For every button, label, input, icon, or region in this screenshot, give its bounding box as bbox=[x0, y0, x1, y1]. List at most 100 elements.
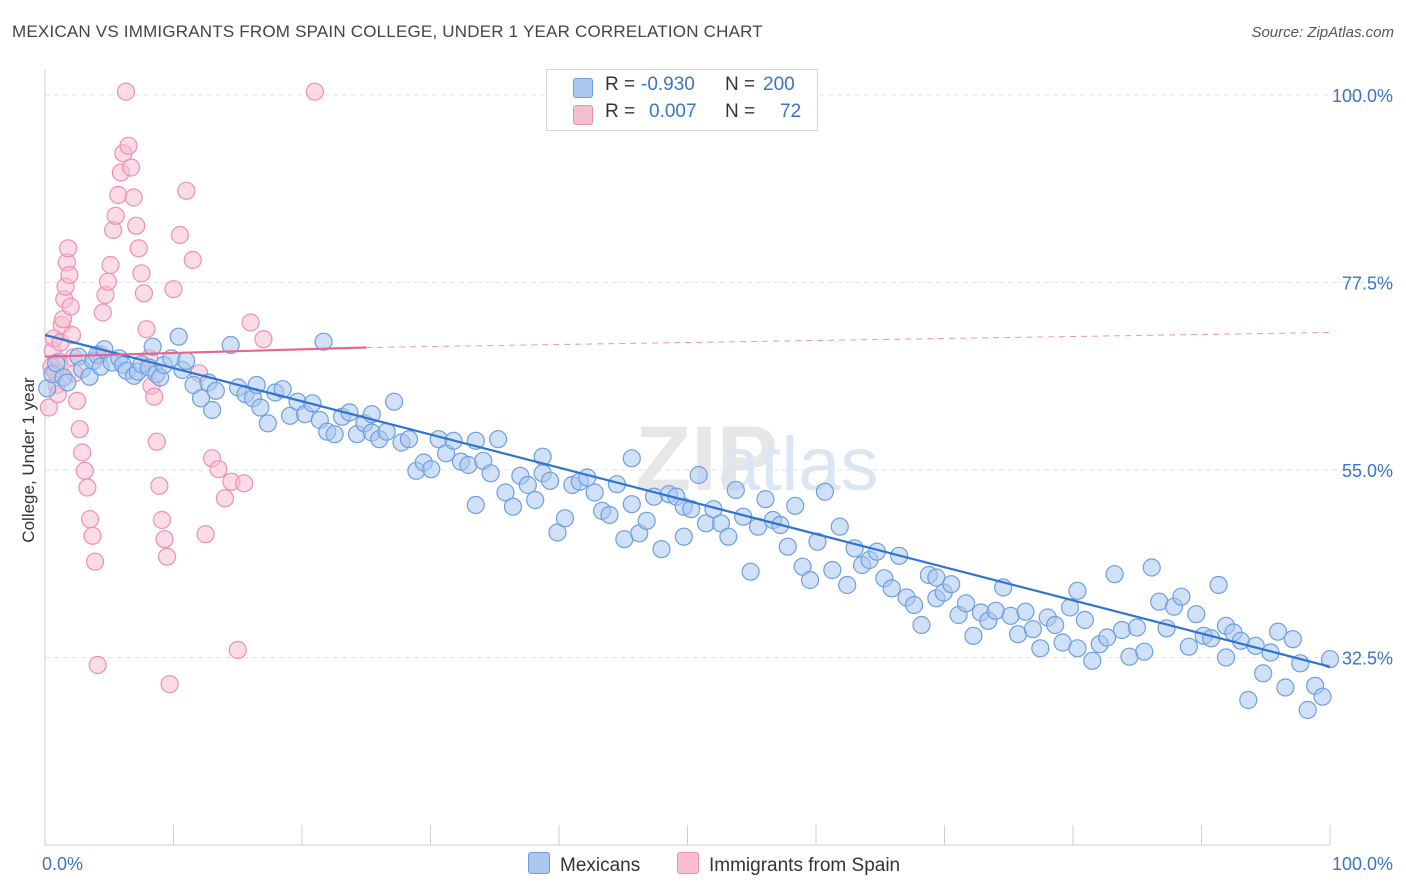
legend-r-value: -0.930 bbox=[641, 74, 695, 95]
legend-n-value: 200 bbox=[763, 74, 795, 95]
data-point-spain bbox=[305, 82, 324, 101]
data-point-spain bbox=[75, 461, 94, 480]
trend-line-spain-extension bbox=[366, 332, 1331, 348]
data-point-mexicans bbox=[1105, 565, 1124, 584]
data-point-spain bbox=[39, 398, 58, 417]
data-point-mexicans bbox=[1112, 620, 1132, 640]
data-point-spain bbox=[83, 526, 102, 545]
data-point-mexicans bbox=[422, 460, 441, 479]
data-point-spain bbox=[60, 265, 79, 285]
data-point-mexicans bbox=[526, 490, 545, 510]
legend-r-value: 0.007 bbox=[649, 101, 697, 122]
data-point-mexicans bbox=[1254, 664, 1273, 683]
watermark-atlas: atlas bbox=[718, 422, 879, 507]
data-point-mexicans bbox=[786, 496, 805, 515]
data-point-spain bbox=[93, 303, 112, 322]
data-point-mexicans bbox=[1075, 610, 1094, 630]
data-point-spain bbox=[215, 489, 234, 508]
data-point-spain bbox=[119, 136, 138, 155]
data-point-mexicans bbox=[823, 560, 842, 580]
data-point-mexicans bbox=[1023, 620, 1042, 639]
data-point-mexicans bbox=[385, 392, 404, 411]
data-point-spain bbox=[235, 474, 254, 493]
data-point-spain bbox=[183, 250, 202, 270]
data-point-spain bbox=[137, 320, 156, 339]
y-axis-label: College, Under 1 year bbox=[19, 377, 38, 543]
data-point-mexicans bbox=[258, 414, 277, 433]
data-point-spain bbox=[160, 675, 179, 694]
data-point-spain bbox=[155, 530, 174, 549]
data-point-mexicans bbox=[314, 332, 333, 351]
data-point-mexicans bbox=[191, 389, 211, 408]
data-point-spain bbox=[116, 82, 136, 101]
data-point-spain bbox=[150, 476, 169, 495]
legend-n-label: N = bbox=[725, 74, 756, 95]
x-tick-label: 0.0% bbox=[42, 854, 83, 874]
data-point-spain bbox=[106, 206, 125, 225]
data-point-mexicans bbox=[652, 540, 671, 559]
data-point-spain bbox=[109, 185, 128, 205]
data-point-mexicans bbox=[58, 373, 77, 392]
data-point-mexicans bbox=[1209, 575, 1228, 595]
data-point-mexicans bbox=[719, 527, 738, 546]
data-point-spain bbox=[157, 547, 177, 566]
data-point-mexicans bbox=[778, 537, 797, 556]
data-point-spain bbox=[59, 239, 78, 258]
legend-r-label: R = bbox=[605, 74, 636, 95]
legend-n-label: N = bbox=[725, 101, 756, 122]
data-point-mexicans bbox=[488, 430, 508, 449]
data-point-spain bbox=[170, 225, 190, 245]
data-point-spain bbox=[132, 264, 151, 283]
data-point-mexicans bbox=[1068, 581, 1087, 600]
data-point-mexicans bbox=[1298, 700, 1317, 720]
trend-lines bbox=[44, 332, 1331, 668]
data-point-mexicans bbox=[756, 490, 775, 509]
data-point-spain bbox=[98, 272, 118, 291]
data-point-mexicans bbox=[466, 495, 485, 515]
data-point-spain bbox=[61, 297, 80, 316]
data-point-mexicans bbox=[399, 430, 419, 449]
data-point-spain bbox=[88, 655, 107, 675]
grid bbox=[45, 94, 1395, 658]
data-point-mexicans bbox=[1320, 650, 1340, 669]
data-point-spain bbox=[228, 640, 247, 660]
legend-swatch-blue bbox=[573, 78, 593, 98]
data-point-mexicans bbox=[1142, 558, 1161, 577]
data-point-mexicans bbox=[1216, 648, 1236, 667]
data-point-spain bbox=[70, 420, 89, 439]
data-point-mexicans bbox=[815, 482, 835, 501]
data-point-mexicans bbox=[1127, 618, 1146, 637]
legend-swatch-pink bbox=[573, 105, 593, 125]
data-point-mexicans bbox=[325, 425, 344, 444]
data-point-mexicans bbox=[585, 483, 604, 502]
data-point-mexicans bbox=[1083, 651, 1102, 670]
data-point-spain bbox=[145, 387, 164, 406]
watermark: ZIP atlas bbox=[635, 408, 879, 510]
data-point-spain bbox=[73, 443, 92, 462]
y-tick-label: 77.5% bbox=[1342, 274, 1393, 294]
data-point-mexicans bbox=[1098, 628, 1117, 647]
bottom-legend-mexicans: Mexicans bbox=[528, 852, 640, 877]
data-point-mexicans bbox=[47, 354, 66, 373]
data-point-spain bbox=[164, 280, 183, 299]
data-point-spain bbox=[241, 313, 260, 332]
data-point-spain bbox=[78, 478, 97, 497]
chart-title: MEXICAN VS IMMIGRANTS FROM SPAIN COLLEGE… bbox=[12, 22, 763, 41]
bottom-legend-swatch-pink bbox=[677, 852, 699, 874]
data-point-mexicans bbox=[942, 575, 961, 594]
data-point-mexicans bbox=[1268, 622, 1288, 641]
data-point-mexicans bbox=[1016, 602, 1035, 621]
data-point-mexicans bbox=[203, 400, 222, 420]
data-point-mexicans bbox=[882, 579, 901, 598]
data-point-spain bbox=[196, 525, 215, 544]
data-point-mexicans bbox=[251, 398, 270, 417]
y-tick-label: 32.5% bbox=[1342, 649, 1393, 669]
data-point-spain bbox=[134, 284, 154, 303]
data-point-mexicans bbox=[1283, 630, 1302, 649]
data-point-mexicans bbox=[956, 594, 976, 613]
data-point-mexicans bbox=[555, 509, 575, 528]
data-point-mexicans bbox=[1276, 678, 1295, 697]
data-point-mexicans bbox=[548, 523, 567, 542]
x-tick-label: 100.0% bbox=[1332, 854, 1393, 874]
data-point-mexicans bbox=[912, 615, 931, 635]
